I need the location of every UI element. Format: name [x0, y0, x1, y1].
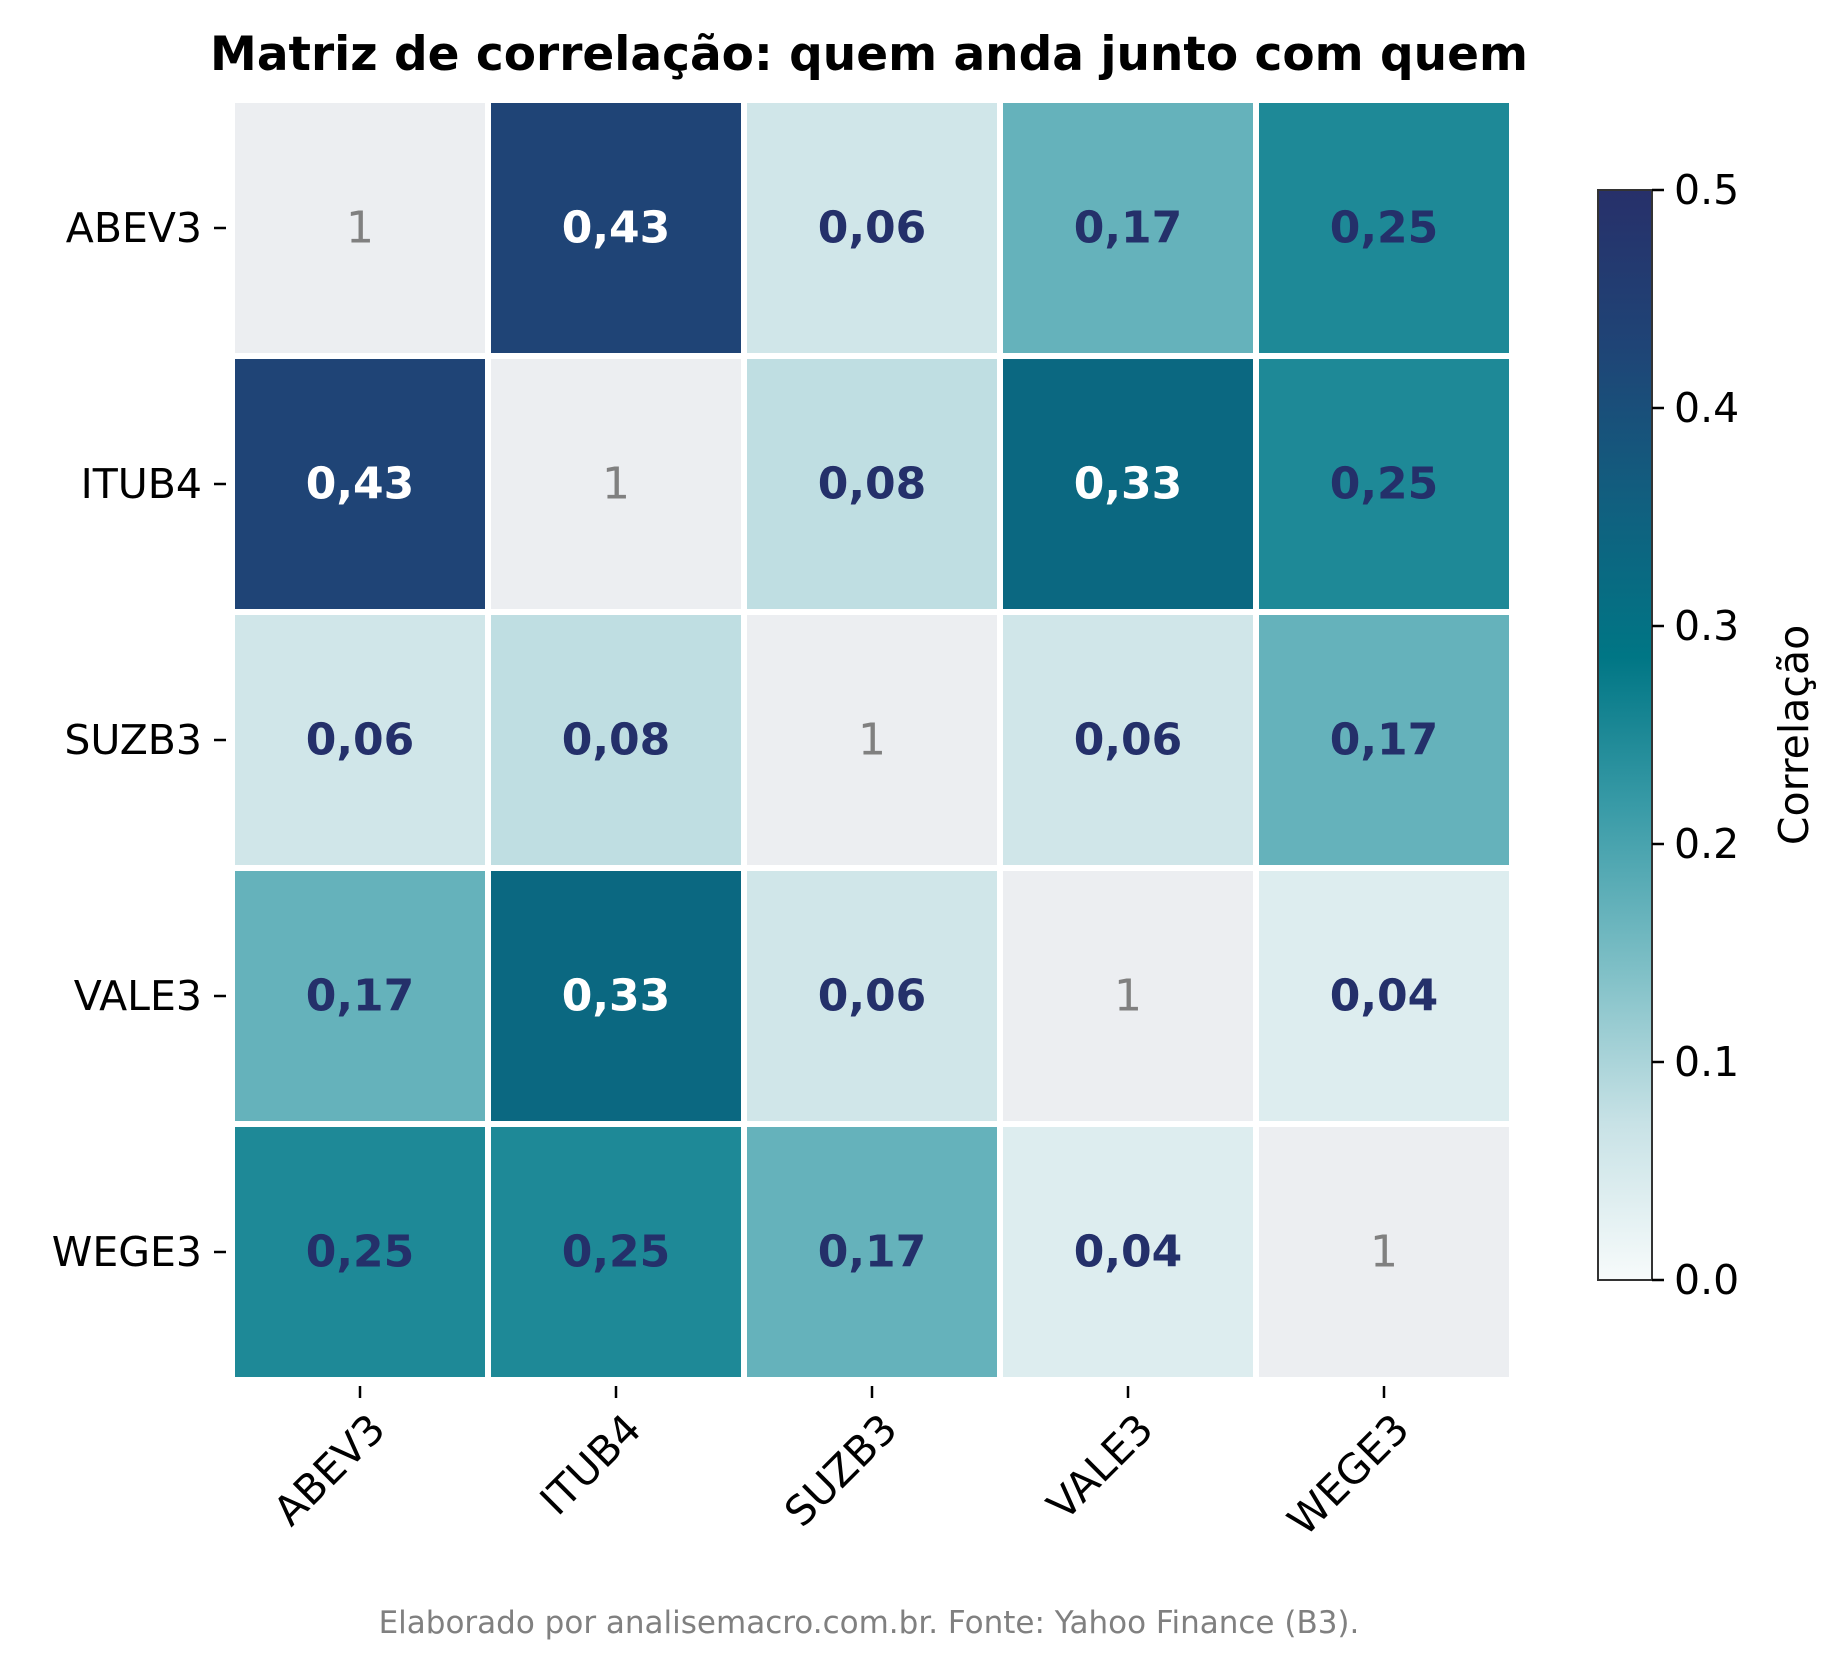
heatmap-cells: [229, 97, 1515, 1383]
heatmap-cell-wege3-wege3: [1253, 1121, 1515, 1383]
x-tick-label-itub4: ITUB4: [531, 1405, 651, 1525]
cell-value-label: 0,04: [1074, 1227, 1183, 1278]
cell-value-label: 0,06: [818, 971, 927, 1022]
heatmap-cell-wege3-itub4: [485, 1121, 747, 1383]
colorbar-tick-label: 0.4: [1674, 384, 1739, 432]
colorbar-gradient: [1597, 189, 1653, 1281]
cell-value-label: 0,25: [1330, 459, 1439, 510]
cell-value-label: 0,43: [306, 459, 415, 510]
y-tick-label-itub4: ITUB4: [81, 460, 202, 508]
heatmap-cell-abev3-itub4: [485, 97, 747, 359]
cell-value-label: 0,06: [306, 715, 415, 766]
heatmap-cell-itub4-abev3: [229, 353, 491, 615]
heatmap-cell-suzb3-vale3: [997, 609, 1259, 871]
colorbar-tick-label: 0.1: [1674, 1038, 1739, 1086]
colorbar-ticks: 0.0 0.1 0.2 0.3 0.4 0.5: [1652, 166, 1739, 1304]
cell-value-label: 0,06: [1074, 715, 1183, 766]
cell-value-label: 0,17: [1074, 203, 1183, 254]
footer-credit: Elaborado por analisemacro.com.br. Fonte…: [379, 1605, 1360, 1641]
heatmap-cell-labels: 1 0,43 0,06 0,17 0,25 0,43 1 0,08 0,33 0,25 0,06 0,…: [306, 203, 1439, 1278]
y-tick-label-suzb3: SUZB3: [64, 716, 202, 764]
cell-value-label: 0,06: [818, 203, 927, 254]
cell-value-label: 1: [1370, 1227, 1398, 1278]
cell-value-label: 0,04: [1330, 971, 1439, 1022]
y-tick-label-wege3: WEGE3: [52, 1228, 202, 1276]
cell-value-label: 0,25: [306, 1227, 415, 1278]
x-tick-label-wege3: WEGE3: [1278, 1405, 1418, 1545]
cell-value-label: 0,17: [306, 971, 415, 1022]
heatmap-cell-vale3-wege3: [1253, 865, 1515, 1127]
x-tick-label-suzb3: SUZB3: [775, 1405, 906, 1536]
cell-value-label: 0,33: [562, 971, 671, 1022]
heatmap-cell-suzb3-itub4: [485, 609, 747, 871]
cell-value-label: 0,25: [562, 1227, 671, 1278]
x-tick-label-abev3: ABEV3: [264, 1405, 394, 1535]
chart-title: Matriz de correlação: quem anda junto co…: [210, 27, 1528, 82]
y-axis: ABEV3 ITUB4 SUZB3 VALE3 WEGE3: [52, 204, 226, 1276]
cell-value-label: 1: [858, 715, 886, 766]
cell-value-label: 1: [1114, 971, 1142, 1022]
heatmap-cell-abev3-abev3: [229, 97, 491, 359]
heatmap-cell-itub4-suzb3: [741, 353, 1003, 615]
cell-value-label: 1: [346, 203, 374, 254]
colorbar-tick-label: 0.5: [1674, 166, 1739, 214]
y-tick-label-vale3: VALE3: [74, 972, 202, 1020]
heatmap-cell-vale3-suzb3: [741, 865, 1003, 1127]
heatmap-cell-wege3-suzb3: [741, 1121, 1003, 1383]
x-axis: ABEV3 ITUB4 SUZB3 VALE3 WEGE3: [264, 1386, 1419, 1545]
cell-value-label: 0,17: [818, 1227, 927, 1278]
x-tick-label-vale3: VALE3: [1038, 1405, 1163, 1530]
cell-value-label: 0,33: [1074, 459, 1183, 510]
cell-value-label: 0,08: [818, 459, 927, 510]
cell-value-label: 0,25: [1330, 203, 1439, 254]
heatmap-cell-itub4-wege3: [1253, 353, 1515, 615]
colorbar: 0.0 0.1 0.2 0.3 0.4 0.5 Correlação: [1597, 166, 1818, 1304]
heatmap-cell-vale3-itub4: [485, 865, 747, 1127]
colorbar-tick-label: 0.3: [1674, 602, 1739, 650]
cell-value-label: 0,43: [562, 203, 671, 254]
colorbar-label: Correlação: [1770, 625, 1818, 845]
colorbar-tick-label: 0.0: [1674, 1256, 1739, 1304]
cell-value-label: 0,17: [1330, 715, 1439, 766]
y-tick-label-abev3: ABEV3: [66, 204, 202, 252]
heatmap-cell-vale3-abev3: [229, 865, 491, 1127]
colorbar-tick-label: 0.2: [1674, 820, 1739, 868]
cell-value-label: 0,08: [562, 715, 671, 766]
heatmap-cell-vale3-vale3: [997, 865, 1259, 1127]
cell-value-label: 1: [602, 459, 630, 510]
heatmap-cell-wege3-abev3: [229, 1121, 491, 1383]
